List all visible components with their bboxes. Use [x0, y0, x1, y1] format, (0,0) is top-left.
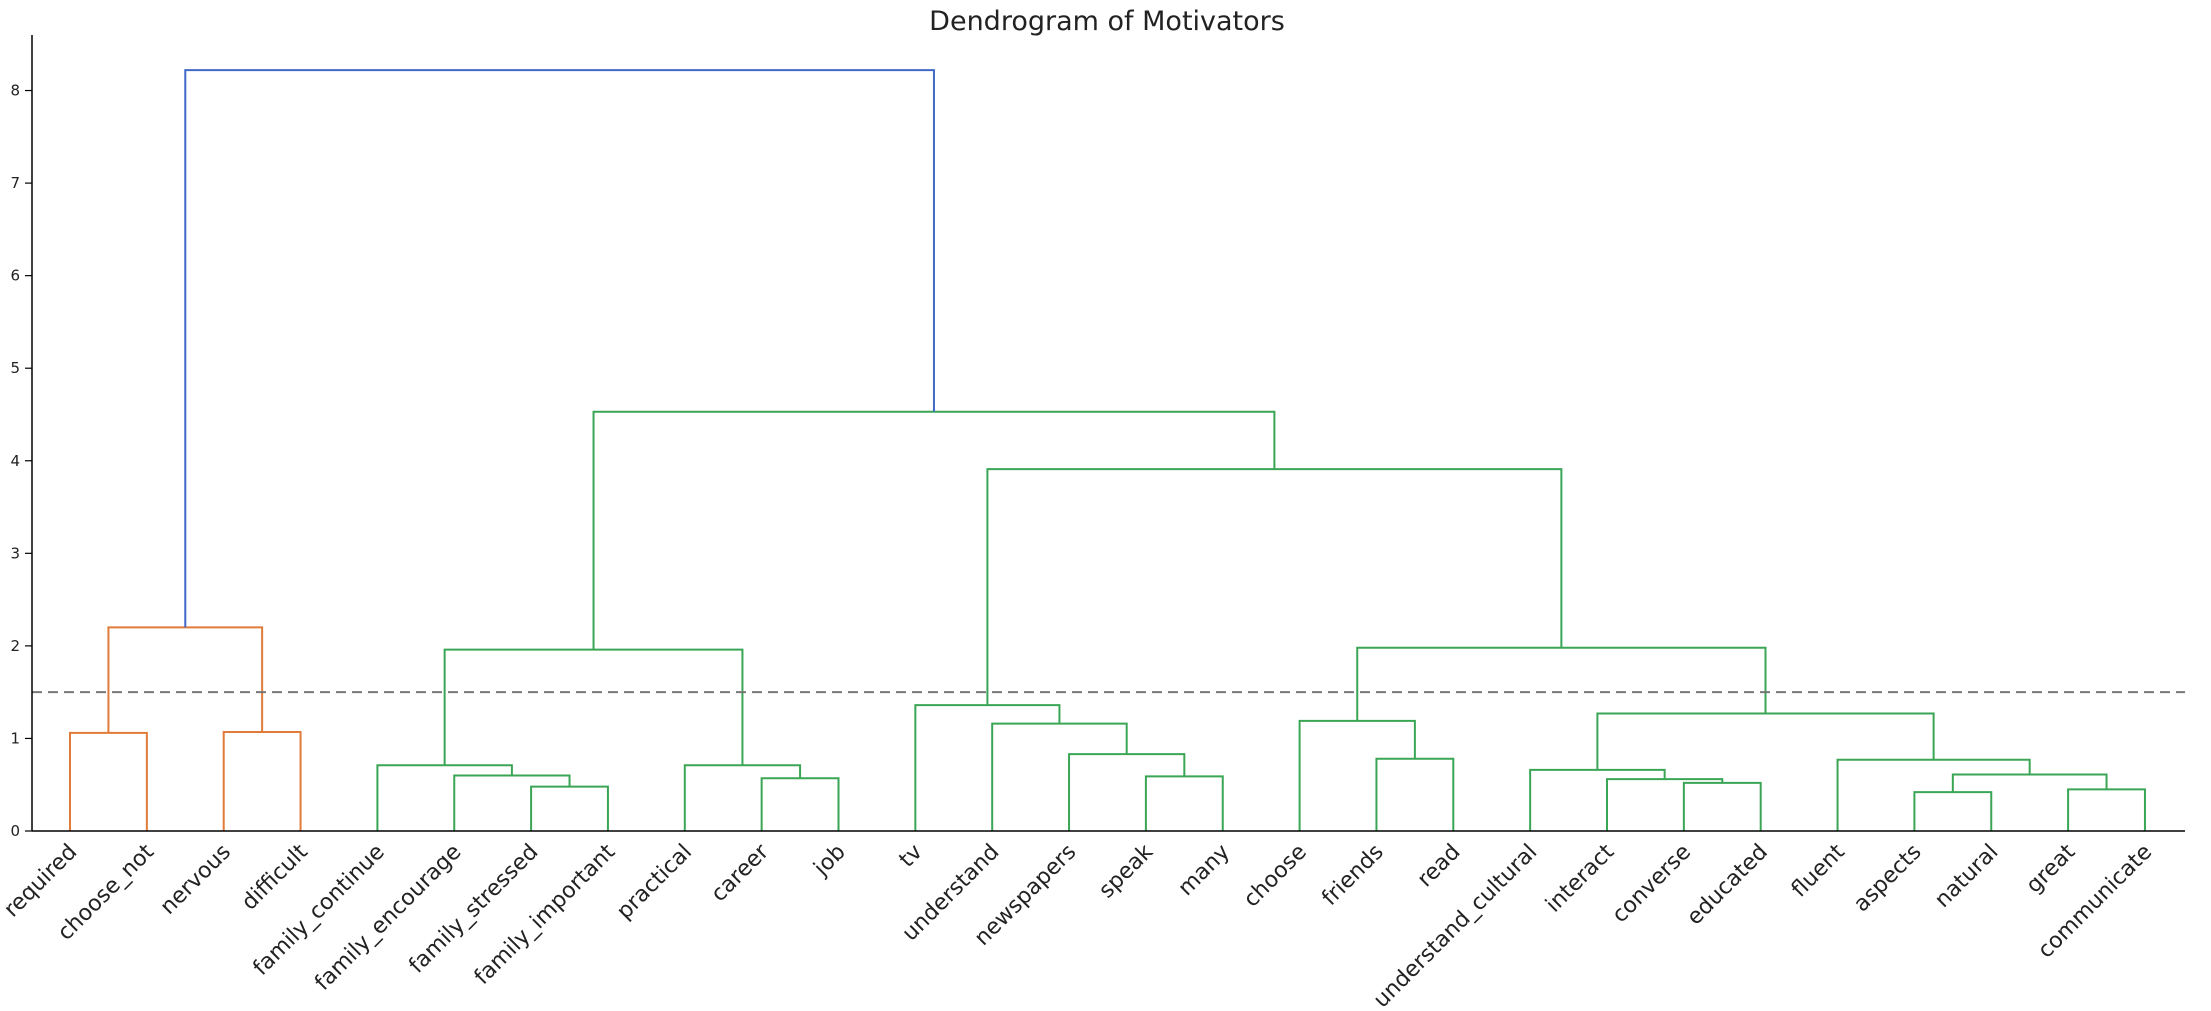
leaf-label: tv [895, 840, 928, 873]
y-tick-label: 8 [10, 82, 20, 100]
dendrogram-link [760, 777, 840, 831]
y-tick-label: 0 [10, 822, 20, 840]
y-tick-label: 7 [10, 174, 20, 192]
leaf-label: family_stressed [404, 840, 543, 979]
dendrogram-link [1375, 757, 1455, 831]
dendrogram-link [1356, 646, 1767, 721]
leaf-label: family_important [470, 839, 621, 990]
leaf-label: job [809, 840, 851, 882]
leaf-label: difficult [237, 839, 313, 915]
dendrogram-link [991, 722, 1128, 831]
leaf-label: speak [1094, 839, 1158, 903]
dendrogram-link [443, 648, 744, 766]
dendrogram-link [1596, 712, 1935, 770]
leaf-label: career [707, 839, 775, 907]
dendrogram-link [1606, 778, 1724, 831]
dendrogram-link [184, 69, 935, 628]
dendrogram-link [376, 764, 513, 831]
dendrogram-link [914, 704, 1061, 831]
leaf-label: practical [612, 840, 697, 925]
y-tick-label: 1 [10, 729, 20, 747]
y-tick-label: 6 [10, 267, 20, 285]
leaf-label: natural [1930, 840, 2003, 913]
leaf-label: many [1174, 840, 1235, 901]
dendrogram-link [592, 410, 1276, 650]
y-axis-ticks: 0 1 2 3 4 5 6 7 8 [10, 82, 32, 840]
leaf-label: family_continue [249, 840, 390, 981]
dendrogram-link [1298, 719, 1416, 831]
leaf-label: fluent [1787, 839, 1850, 902]
dendrogram-link [1529, 768, 1666, 831]
chart-title: Dendrogram of Motivators [929, 6, 1285, 37]
leaf-label: read [1413, 840, 1466, 893]
leaf-label: great [2022, 839, 2081, 898]
dendrogram-link [1144, 775, 1224, 831]
dendrogram-link [1913, 791, 1993, 831]
dendrogram-link [222, 730, 302, 831]
y-tick-label: 2 [10, 637, 20, 655]
leaf-label: choose [1239, 840, 1312, 913]
leaf-label: friends [1317, 840, 1388, 911]
dendrogram-link [1951, 773, 2108, 793]
leaf-label: converse [1608, 840, 1696, 928]
dendrogram-link [1068, 753, 1186, 831]
dendrogram-link [530, 785, 609, 831]
dendrogram-link [1836, 758, 2031, 831]
dendrogram-link [453, 774, 571, 831]
dendrogram-link [2067, 788, 2146, 831]
leaf-label: educated [1682, 840, 1773, 931]
y-tick-label: 4 [10, 452, 20, 470]
dendrogram-link [1682, 781, 1762, 831]
dendrogram-links [69, 69, 2146, 831]
leaf-label: aspects [1849, 840, 1927, 918]
axes [31, 35, 2185, 832]
leaf-label: interact [1541, 839, 1619, 917]
y-tick-label: 5 [10, 359, 20, 377]
dendrogram-link [986, 468, 1563, 706]
dendrogram-link [69, 731, 148, 831]
leaf-label: family_encourage [310, 840, 466, 996]
y-tick-label: 3 [10, 544, 20, 562]
leaf-label: nervous [156, 840, 236, 920]
dendrogram-link [683, 764, 802, 831]
dendrogram-link [107, 626, 264, 733]
